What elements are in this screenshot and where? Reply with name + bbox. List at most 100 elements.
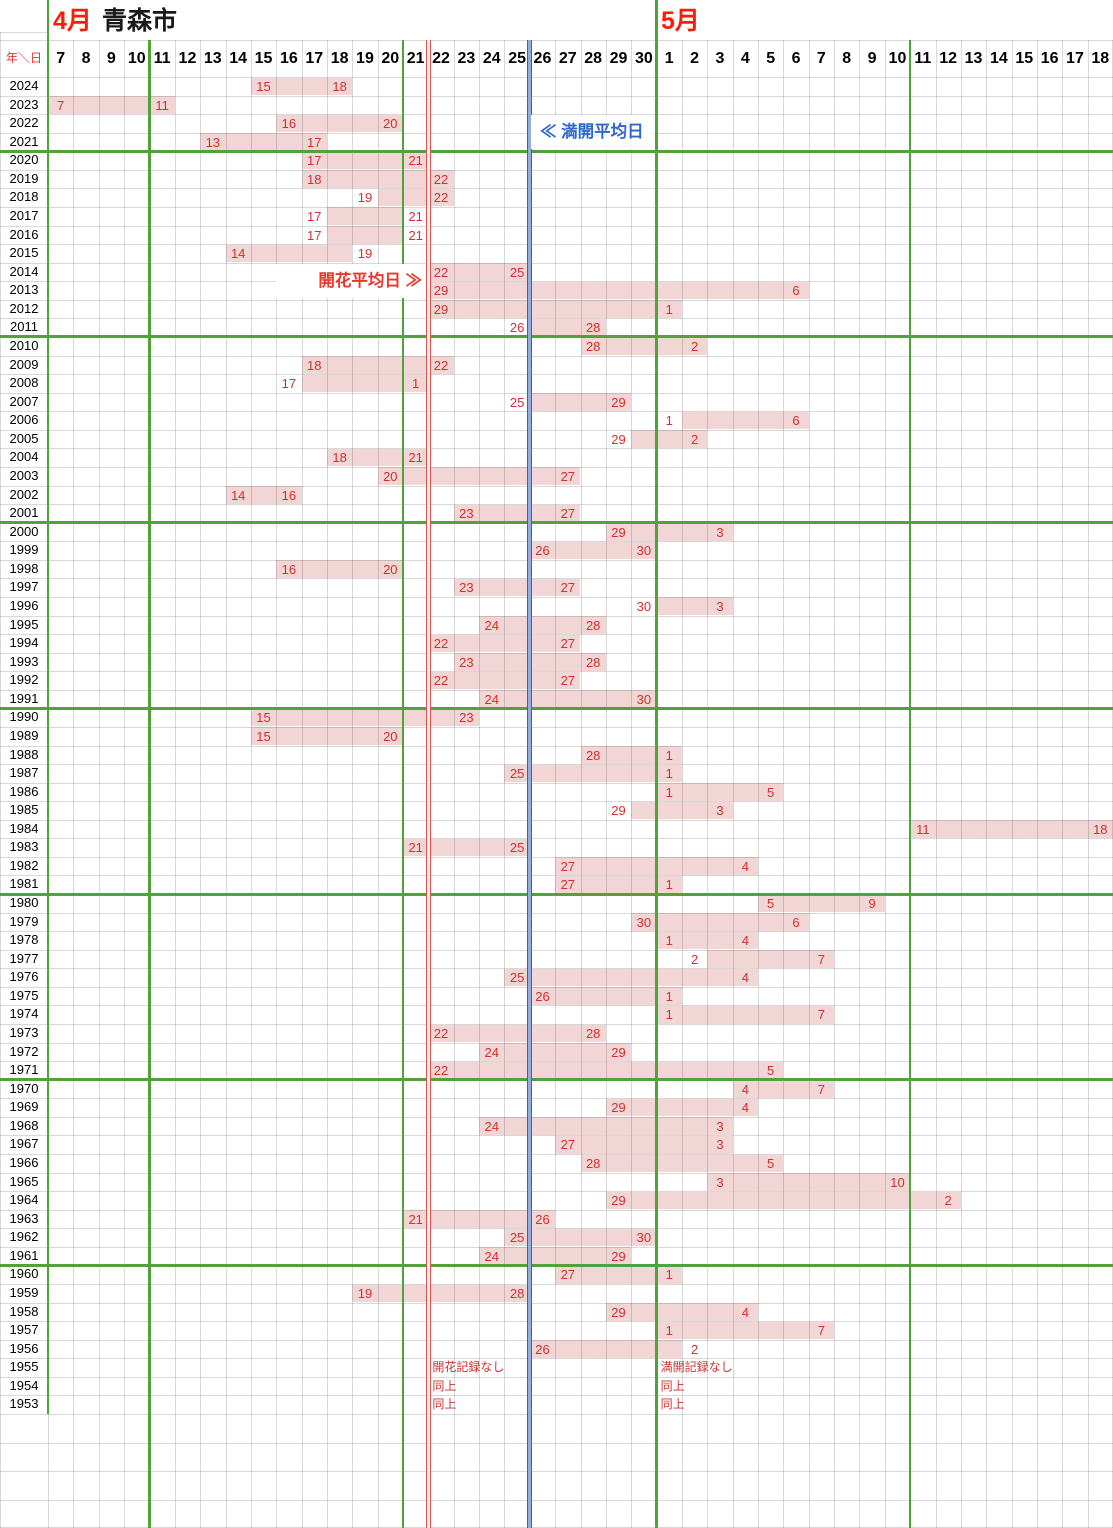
day-header-may: 9 <box>867 50 877 67</box>
year-label: 1961 <box>9 1247 39 1263</box>
day-header-april: 7 <box>56 50 66 67</box>
day-header-may: 4 <box>740 50 750 67</box>
date-number-label: 1 <box>665 1267 673 1283</box>
year-label: 2007 <box>9 393 39 409</box>
grid-row-line <box>0 318 1113 320</box>
year-label: 1993 <box>9 653 39 669</box>
day-header-april: 28 <box>584 50 603 67</box>
date-number-label: 17 <box>307 153 322 169</box>
year-label: 1976 <box>9 969 39 985</box>
grid-row-line <box>0 448 1113 450</box>
no-record-note: 同上 <box>432 1378 457 1393</box>
decade-separator-line <box>0 706 1113 710</box>
grid-row-line <box>0 244 1113 246</box>
flowering-period-bar <box>301 170 454 188</box>
date-number-label: 28 <box>585 1156 601 1172</box>
date-number-label: 3 <box>716 598 724 614</box>
year-label: 1954 <box>9 1377 39 1393</box>
grid-column-line <box>605 40 607 1528</box>
grid-row-line <box>0 1471 1113 1472</box>
day-header-may: 18 <box>1091 50 1110 67</box>
day-header-april: 24 <box>482 50 501 67</box>
flowering-period-bar <box>555 875 682 894</box>
grid-row-line <box>0 1005 1113 1007</box>
grid-row-line <box>0 392 1113 394</box>
year-label: 2011 <box>10 319 38 335</box>
grid-column-line <box>174 40 176 1528</box>
date-number-label: 17 <box>307 208 322 224</box>
grid-row-line <box>0 968 1113 970</box>
date-number-label: 15 <box>256 728 271 744</box>
date-number-label: 6 <box>792 914 800 930</box>
date-number-label: 26 <box>535 543 550 559</box>
grid-row-line <box>0 1098 1113 1100</box>
date-number-label: 25 <box>509 970 525 986</box>
grid-row-line <box>0 1358 1113 1360</box>
grid-row-line <box>0 374 1113 376</box>
date-number-label: 6 <box>792 413 800 429</box>
year-label: 2018 <box>9 189 39 205</box>
day-header-may: 11 <box>914 50 932 67</box>
day-header-april: 25 <box>508 50 526 67</box>
flowering-period-bar <box>631 913 809 931</box>
grid-column-line <box>504 40 506 1528</box>
date-number-label: 6 <box>792 283 800 299</box>
flowering-period-bar <box>428 281 809 300</box>
flowering-period-bar <box>48 96 175 114</box>
grid-column-line <box>935 40 937 1528</box>
avg-kaika-line <box>425 40 431 1528</box>
date-number-label: 19 <box>357 1286 373 1301</box>
grid-row-line <box>0 652 1113 654</box>
day-header-may: 2 <box>690 50 700 67</box>
date-number-label: 26 <box>535 1211 550 1227</box>
grid-row-line <box>0 1302 1113 1304</box>
date-number-label: 15 <box>256 710 271 726</box>
year-label: 1956 <box>9 1340 39 1356</box>
grid-column-line <box>1036 40 1038 1528</box>
date-number-label: 2 <box>690 338 699 354</box>
date-number-label: 21 <box>408 227 423 243</box>
grid-column-line <box>98 40 100 1528</box>
date-number-label: 27 <box>560 468 576 484</box>
flowering-period-bar <box>479 690 657 708</box>
flowering-period-bar <box>504 764 682 783</box>
decade-separator-line <box>0 335 1113 339</box>
grid-column-line <box>352 40 354 1528</box>
day-header-april: 17 <box>305 50 324 67</box>
flowering-period-bar <box>529 393 632 411</box>
date-number-label: 3 <box>716 524 724 540</box>
grid-row-line <box>0 578 1113 580</box>
year-label: 1978 <box>9 932 39 948</box>
grid-row-line <box>0 1414 1113 1415</box>
flowering-period-bar <box>250 77 353 96</box>
grid-column-line <box>681 40 683 1528</box>
flowering-period-bar <box>504 968 758 987</box>
year-label: 2017 <box>9 207 39 223</box>
no-record-note: 同上 <box>660 1378 685 1393</box>
year-label: 1972 <box>9 1043 39 1059</box>
flowering-period-bar <box>428 263 530 281</box>
grid-column-line <box>631 40 633 1528</box>
flowering-period-bar <box>656 1005 835 1024</box>
date-number-label: 7 <box>817 1323 825 1339</box>
year-label: 1988 <box>9 746 39 762</box>
date-number-label: 14 <box>230 246 246 262</box>
may-header: 5月 <box>661 7 700 35</box>
date-number-label: 17 <box>281 376 297 392</box>
date-number-label: 23 <box>459 710 474 726</box>
date-number-label: 2 <box>690 431 699 447</box>
year-label: 1981 <box>9 876 39 892</box>
day-header-may: 13 <box>964 50 983 67</box>
date-number-label: 27 <box>560 506 576 522</box>
day-header-april: 10 <box>127 50 146 67</box>
year-label: 1963 <box>9 1210 39 1226</box>
date-number-label: 1 <box>665 933 673 949</box>
date-number-label: 24 <box>484 1118 499 1134</box>
grid-row-line <box>0 949 1113 951</box>
day-header-may: 15 <box>1015 50 1034 67</box>
decade-separator-line <box>0 1263 1113 1267</box>
grid-row-line <box>0 1042 1113 1044</box>
grid-row-line <box>0 206 1113 208</box>
date-number-label: 29 <box>611 1193 626 1209</box>
date-number-label: 27 <box>560 580 576 596</box>
